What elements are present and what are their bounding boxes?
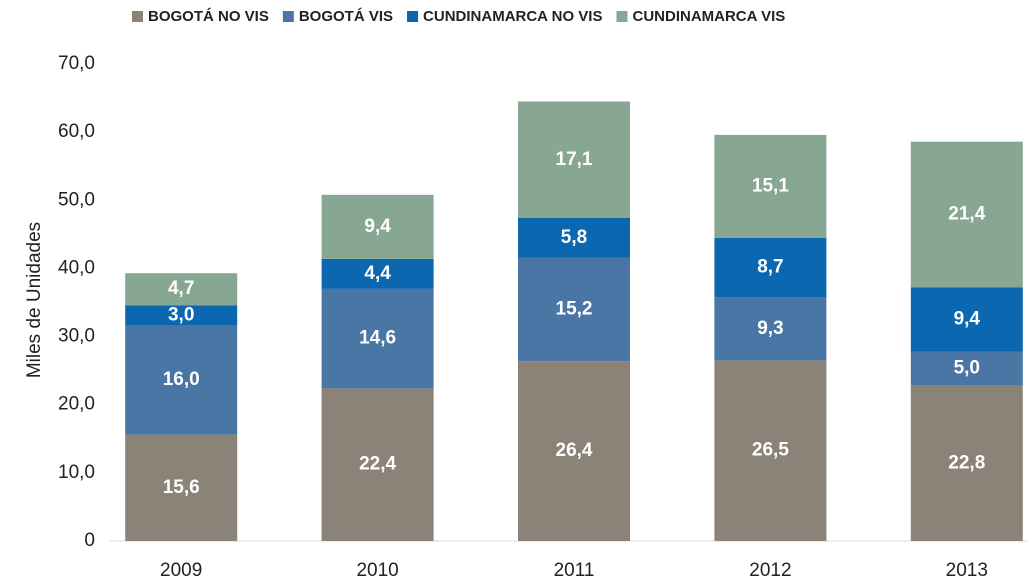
bar-segment — [518, 257, 630, 362]
data-label: 26,5 — [752, 440, 789, 461]
data-label: 8,7 — [757, 256, 783, 277]
y-tick-label: 60,0 — [58, 121, 95, 142]
bar-segment — [321, 288, 434, 389]
data-label: 22,4 — [359, 454, 396, 475]
bar-segment — [321, 194, 434, 259]
bar-segment — [714, 237, 827, 298]
legend-label: BOGOTÁ NO VIS — [148, 8, 269, 25]
data-label: 22,8 — [948, 452, 985, 473]
bar-segment — [910, 141, 1023, 288]
bar-segment — [125, 273, 238, 306]
bar-segment — [910, 351, 1023, 386]
bar-segment — [518, 218, 630, 258]
y-tick-label: 20,0 — [58, 394, 95, 415]
y-tick-label: 0 — [84, 530, 95, 551]
data-label: 3,0 — [168, 304, 194, 325]
bar-segment — [125, 325, 238, 435]
legend-swatch — [282, 11, 294, 22]
y-tick-label: 40,0 — [58, 257, 95, 278]
y-axis-label: Miles de Unidades — [24, 222, 45, 378]
x-tick-label: 2013 — [946, 560, 988, 581]
data-label: 17,1 — [556, 149, 593, 170]
data-label: 4,7 — [168, 278, 194, 299]
bar-segment — [910, 287, 1023, 352]
y-tick-label: 70,0 — [58, 53, 95, 74]
data-label: 9,3 — [757, 318, 783, 339]
legend-swatch — [132, 11, 143, 22]
y-tick-label: 10,0 — [58, 462, 95, 483]
legend-label: BOGOTÁ VIS — [299, 8, 393, 25]
data-label: 5,8 — [561, 227, 587, 248]
bar-segment — [518, 361, 630, 541]
bar-segment — [714, 134, 827, 238]
data-label: 9,4 — [364, 216, 391, 237]
bar-segment — [714, 297, 827, 361]
y-tick-label: 30,0 — [58, 326, 95, 347]
data-label: 4,4 — [364, 263, 391, 284]
y-tick-label: 50,0 — [58, 189, 95, 210]
bar-segment — [125, 305, 238, 326]
x-tick-label: 2012 — [749, 560, 791, 581]
data-label: 16,0 — [163, 369, 200, 390]
x-tick-label: 2010 — [356, 560, 398, 581]
data-label: 9,4 — [954, 309, 981, 330]
x-tick-label: 2011 — [554, 560, 595, 581]
legend-swatch — [616, 11, 628, 22]
legend-label: CUNDINAMARCA NO VIS — [423, 8, 602, 25]
bar-segment — [910, 385, 1023, 541]
data-label: 15,2 — [556, 298, 593, 319]
bar-segment — [125, 434, 238, 541]
data-label: 15,6 — [163, 477, 200, 498]
data-label: 14,6 — [359, 328, 396, 349]
x-tick-label: 2009 — [160, 560, 202, 581]
data-label: 5,0 — [954, 358, 980, 379]
bar-segment — [518, 101, 630, 219]
legend-label: CUNDINAMARCA VIS — [632, 8, 785, 25]
data-label: 15,1 — [752, 175, 789, 196]
bar-segment — [321, 258, 434, 289]
bar-segment — [321, 388, 434, 541]
bar-segment — [714, 360, 827, 541]
data-label: 21,4 — [948, 204, 985, 225]
legend-swatch — [407, 11, 419, 22]
data-label: 26,4 — [556, 440, 593, 461]
